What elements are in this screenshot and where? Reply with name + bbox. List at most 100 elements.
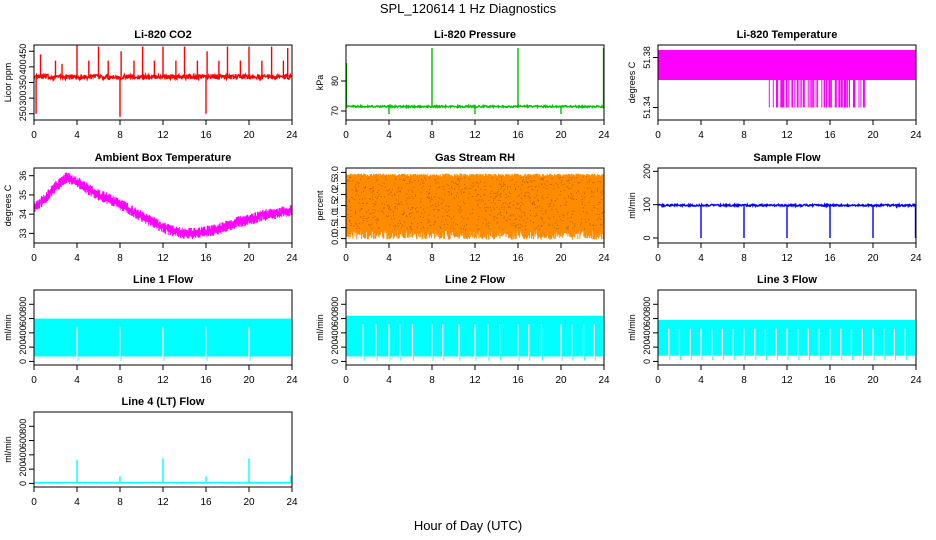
y-tick-label: 400 (642, 325, 652, 340)
y-tick-label: 800 (18, 419, 28, 434)
y-tick-label: 200 (642, 340, 652, 355)
x-tick-label: 0 (343, 130, 349, 141)
x-tick-label: 24 (910, 253, 922, 264)
y-tick-label: 400 (330, 325, 340, 340)
y-tick-label: 0 (642, 359, 652, 364)
series-line-2 (346, 315, 603, 361)
x-tick-label: 8 (117, 253, 123, 264)
data-band (33, 172, 293, 239)
y-tick-label: 36 (18, 171, 28, 181)
x-tick-label: 24 (910, 375, 922, 386)
figure-title: SPL_120614 1 Hz Diagnostics (379, 1, 557, 16)
y-tick-label: 0 (18, 481, 28, 486)
x-tick-label: 20 (243, 375, 255, 386)
y-tick-label: 200 (18, 340, 28, 355)
x-tick-label: 20 (243, 130, 255, 141)
y-axis-label: ml/min (3, 314, 13, 341)
x-tick-label: 20 (243, 253, 255, 264)
x-tick-label: 4 (698, 130, 704, 141)
panel-title: Li-820 Pressure (434, 29, 516, 41)
x-tick-label: 20 (555, 375, 567, 386)
x-tick-label: 20 (555, 130, 567, 141)
panel-title: Gas Stream RH (435, 152, 515, 164)
data-spread (345, 173, 605, 240)
x-tick-label: 12 (469, 130, 481, 141)
x-tick-label: 16 (200, 375, 212, 386)
y-tick-label: 600 (330, 311, 340, 326)
y-tick-label: 100 (642, 197, 652, 212)
x-tick-label: 24 (286, 253, 298, 264)
y-tick-label: 600 (18, 311, 28, 326)
x-tick-label: 24 (598, 130, 610, 141)
y-tick-label: 450 (18, 44, 28, 59)
y-axis-label: ml/min (3, 436, 13, 463)
panel-5: Gas Stream RH 0 4 8 12 16 20 24 0.00.51.01.52.02… (315, 152, 610, 264)
y-axis-label: degrees C (627, 61, 637, 103)
y-tick-label: 3.0 (330, 166, 340, 179)
x-tick-label: 24 (286, 130, 298, 141)
y-tick-label: 600 (642, 311, 652, 326)
panel-title: Line 4 (LT) Flow (122, 396, 205, 408)
x-tick-label: 0 (655, 130, 661, 141)
x-tick-label: 8 (117, 375, 123, 386)
y-tick-label: 800 (18, 297, 28, 312)
y-tick-label: 2.5 (330, 177, 340, 190)
x-tick-label: 16 (824, 253, 836, 264)
x-tick-label: 4 (74, 130, 80, 141)
x-tick-label: 0 (31, 497, 37, 508)
y-tick-label: 300 (18, 91, 28, 106)
x-tick-label: 8 (741, 375, 747, 386)
y-axis-label: ml/min (315, 314, 325, 341)
x-tick-label: 0 (655, 253, 661, 264)
series-sample-flow (657, 202, 917, 238)
y-tick-label: 0.0 (330, 232, 340, 245)
series-line-3 (658, 320, 915, 360)
y-tick-label: 250 (18, 106, 28, 121)
panel-title: Sample Flow (753, 152, 821, 164)
y-tick-label: 350 (18, 75, 28, 90)
x-tick-label: 8 (117, 497, 123, 508)
x-tick-label: 12 (781, 253, 793, 264)
y-tick-label: 0 (330, 359, 340, 364)
x-tick-label: 8 (117, 130, 123, 141)
y-tick-label: 200 (330, 340, 340, 355)
panel-3: Li-820 Temperature 0 4 8 12 16 20 24 51.34 51.38 d… (627, 29, 922, 141)
x-tick-label: 4 (386, 130, 392, 141)
series-pressure (345, 48, 605, 114)
y-tick-label: 80 (330, 76, 340, 86)
y-tick-label: 35 (18, 190, 28, 200)
x-tick-label: 20 (867, 253, 879, 264)
x-tick-label: 20 (867, 130, 879, 141)
x-tick-label: 8 (429, 130, 435, 141)
x-tick-label: 0 (31, 130, 37, 141)
y-tick-label: 51.38 (642, 46, 652, 69)
y-tick-label: 0 (642, 235, 652, 240)
y-axis-label: kPa (315, 75, 325, 91)
y-axis-label: ml/min (627, 314, 637, 341)
x-tick-label: 24 (598, 253, 610, 264)
x-tick-label: 20 (243, 497, 255, 508)
y-tick-label: 0 (18, 359, 28, 364)
series-ambient (33, 172, 293, 239)
x-tick-label: 0 (31, 375, 37, 386)
y-tick-label: 70 (330, 106, 340, 116)
x-tick-label: 4 (386, 253, 392, 264)
y-tick-label: 800 (642, 297, 652, 312)
figure-xlabel: Hour of Day (UTC) (413, 518, 523, 533)
y-tick-label: 2.0 (330, 188, 340, 201)
data-texture (346, 176, 605, 231)
x-tick-label: 8 (741, 253, 747, 264)
y-tick-label: 1.5 (330, 199, 340, 212)
x-tick-label: 4 (386, 375, 392, 386)
y-tick-label: 200 (18, 462, 28, 477)
x-tick-label: 16 (200, 130, 212, 141)
x-tick-label: 16 (512, 375, 524, 386)
x-tick-label: 8 (429, 253, 435, 264)
series-line-4 (33, 458, 293, 484)
y-axis-label: degrees C (3, 184, 13, 226)
x-tick-label: 24 (910, 130, 922, 141)
